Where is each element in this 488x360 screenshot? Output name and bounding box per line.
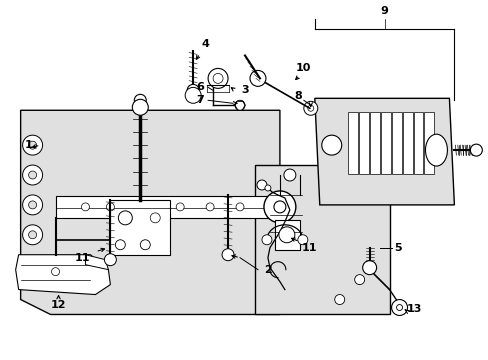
Circle shape	[249, 71, 265, 86]
Circle shape	[22, 165, 42, 185]
Circle shape	[334, 294, 344, 305]
Text: 2: 2	[264, 265, 271, 275]
Ellipse shape	[425, 134, 447, 166]
Bar	[402, 112, 412, 174]
Circle shape	[264, 191, 295, 223]
Circle shape	[297, 235, 307, 245]
Circle shape	[236, 203, 244, 211]
Circle shape	[29, 141, 37, 149]
Circle shape	[134, 94, 146, 106]
Circle shape	[51, 268, 60, 276]
Circle shape	[469, 144, 481, 156]
Circle shape	[284, 169, 295, 181]
Bar	[56, 196, 279, 218]
Bar	[413, 112, 423, 174]
Circle shape	[208, 68, 227, 88]
Circle shape	[22, 135, 42, 155]
Polygon shape	[254, 165, 389, 315]
Circle shape	[22, 195, 42, 215]
Circle shape	[222, 249, 234, 261]
Text: 12: 12	[51, 300, 66, 310]
Circle shape	[22, 225, 42, 245]
Circle shape	[235, 100, 244, 110]
Circle shape	[256, 180, 266, 190]
Circle shape	[273, 201, 285, 213]
Circle shape	[29, 171, 37, 179]
Bar	[110, 200, 170, 255]
Circle shape	[106, 203, 114, 211]
Circle shape	[118, 211, 132, 225]
Circle shape	[262, 235, 271, 245]
Circle shape	[115, 240, 125, 250]
Polygon shape	[314, 98, 453, 205]
Circle shape	[150, 213, 160, 223]
Circle shape	[303, 101, 317, 115]
Bar	[358, 112, 368, 174]
Circle shape	[81, 203, 89, 211]
Circle shape	[187, 84, 199, 96]
Polygon shape	[16, 255, 110, 294]
Text: 6: 6	[196, 82, 203, 93]
Circle shape	[391, 300, 407, 315]
Text: 5: 5	[393, 243, 401, 253]
Text: 10: 10	[296, 63, 311, 73]
Text: 11: 11	[302, 243, 317, 253]
Circle shape	[321, 135, 341, 155]
Polygon shape	[20, 110, 279, 315]
Circle shape	[104, 254, 116, 266]
Circle shape	[396, 305, 402, 310]
Circle shape	[264, 185, 270, 191]
Circle shape	[354, 275, 364, 285]
Bar	[369, 112, 379, 174]
Circle shape	[132, 99, 148, 115]
Text: 3: 3	[241, 85, 248, 95]
Bar	[424, 112, 433, 174]
Text: 4: 4	[201, 39, 209, 49]
Circle shape	[205, 203, 214, 211]
Circle shape	[213, 73, 223, 84]
Bar	[391, 112, 401, 174]
Circle shape	[307, 105, 313, 111]
Polygon shape	[85, 255, 108, 270]
Bar	[380, 112, 390, 174]
Text: 7: 7	[196, 95, 203, 105]
Circle shape	[176, 203, 184, 211]
Circle shape	[29, 231, 37, 239]
Text: 13: 13	[406, 305, 421, 315]
Circle shape	[185, 87, 201, 103]
Text: 1: 1	[25, 140, 32, 150]
Text: 8: 8	[293, 91, 301, 101]
Bar	[274, 220, 299, 250]
Circle shape	[362, 261, 376, 275]
Circle shape	[140, 240, 150, 250]
Text: 11: 11	[75, 253, 90, 263]
Circle shape	[278, 227, 294, 243]
Text: 9: 9	[380, 6, 388, 15]
Bar	[347, 112, 357, 174]
Circle shape	[29, 201, 37, 209]
